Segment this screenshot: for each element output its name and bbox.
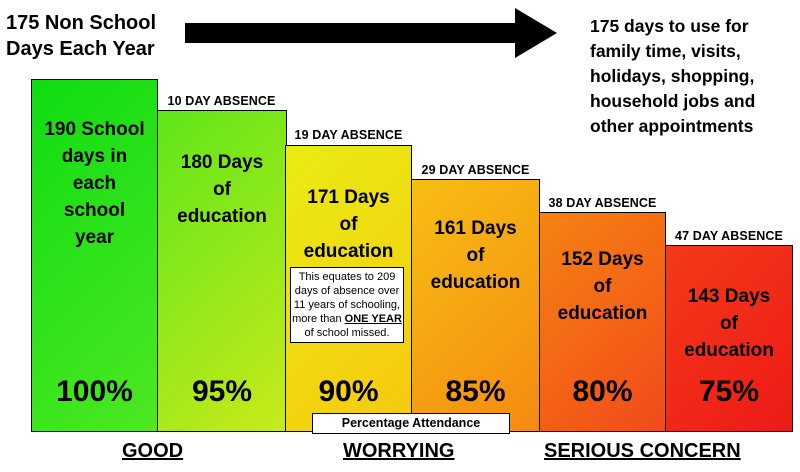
- bar-line: days in: [61, 146, 128, 167]
- bar-line: of: [593, 276, 612, 297]
- category-worrying: WORRYING: [343, 440, 455, 462]
- absence-label: 10 DAY ABSENCE: [167, 94, 276, 108]
- bar-line: education: [177, 206, 267, 227]
- bar-percent: 100%: [56, 375, 133, 408]
- bar-line: of: [213, 179, 231, 200]
- bar-line: 143 Days: [687, 286, 771, 307]
- bar-percent: 75%: [698, 375, 760, 408]
- free-days-line: other appointments: [590, 116, 754, 136]
- bar-100-percent: 190 School days in each school year 100%: [31, 79, 158, 432]
- bar-line: education: [430, 272, 521, 293]
- non-school-days-line2: Days Each Year: [6, 38, 155, 60]
- absence-label: 19 DAY ABSENCE: [294, 128, 403, 142]
- free-days-description: 175 days to use for family time, visits,…: [590, 14, 755, 139]
- absence-label: 29 DAY ABSENCE: [421, 163, 530, 177]
- bar-line: 190 School: [44, 119, 145, 140]
- bar-line: 152 Days: [561, 249, 644, 270]
- note-text-after: of school missed.: [304, 327, 390, 339]
- note-emphasis: ONE YEAR: [344, 313, 402, 325]
- bar-85-percent: 161 Days of education 85%: [411, 179, 540, 432]
- absence-note-box: This equates to 209 days of absence over…: [290, 267, 404, 343]
- bar-percent: 85%: [445, 375, 506, 408]
- bar-line: of: [720, 313, 738, 334]
- bar-line: education: [303, 241, 394, 262]
- bar-line: 180 Days: [180, 152, 264, 173]
- free-days-line: family time, visits,: [590, 41, 741, 61]
- bar-line: 171 Days: [307, 187, 390, 208]
- percentage-attendance-label: Percentage Attendance: [312, 413, 510, 434]
- bar-line: school: [63, 200, 126, 221]
- bar-line: of: [466, 245, 485, 266]
- free-days-line: holidays, shopping,: [590, 66, 755, 86]
- bar-line: year: [74, 227, 115, 248]
- free-days-line: household jobs and: [590, 91, 756, 111]
- absence-label: 47 DAY ABSENCE: [675, 229, 783, 243]
- category-serious-concern: SERIOUS CONCERN: [544, 440, 741, 462]
- bar-percent: 80%: [572, 375, 633, 408]
- bar-95-percent: 180 Days of education 95%: [157, 110, 287, 432]
- bar-line: of: [339, 214, 358, 235]
- right-arrow-icon: [185, 8, 557, 58]
- free-days-line: 175 days to use for: [590, 16, 749, 36]
- bar-line: each: [72, 173, 117, 194]
- bar-line: 161 Days: [434, 218, 517, 239]
- bar-80-percent: 152 Days of education 80%: [539, 212, 666, 432]
- bar-line: education: [557, 303, 648, 324]
- bar-75-percent: 143 Days of education 75%: [665, 245, 793, 432]
- category-good: GOOD: [122, 440, 184, 462]
- bar-line: education: [684, 340, 774, 361]
- non-school-days-heading: 175 Non School Days Each Year: [6, 10, 156, 62]
- bar-percent: 90%: [318, 375, 379, 408]
- non-school-days-line1: 175 Non School: [6, 12, 157, 34]
- absence-label: 38 DAY ABSENCE: [548, 196, 657, 210]
- bar-percent: 95%: [191, 375, 253, 408]
- note-text-before: This equates to 209 days of absence over…: [292, 271, 401, 325]
